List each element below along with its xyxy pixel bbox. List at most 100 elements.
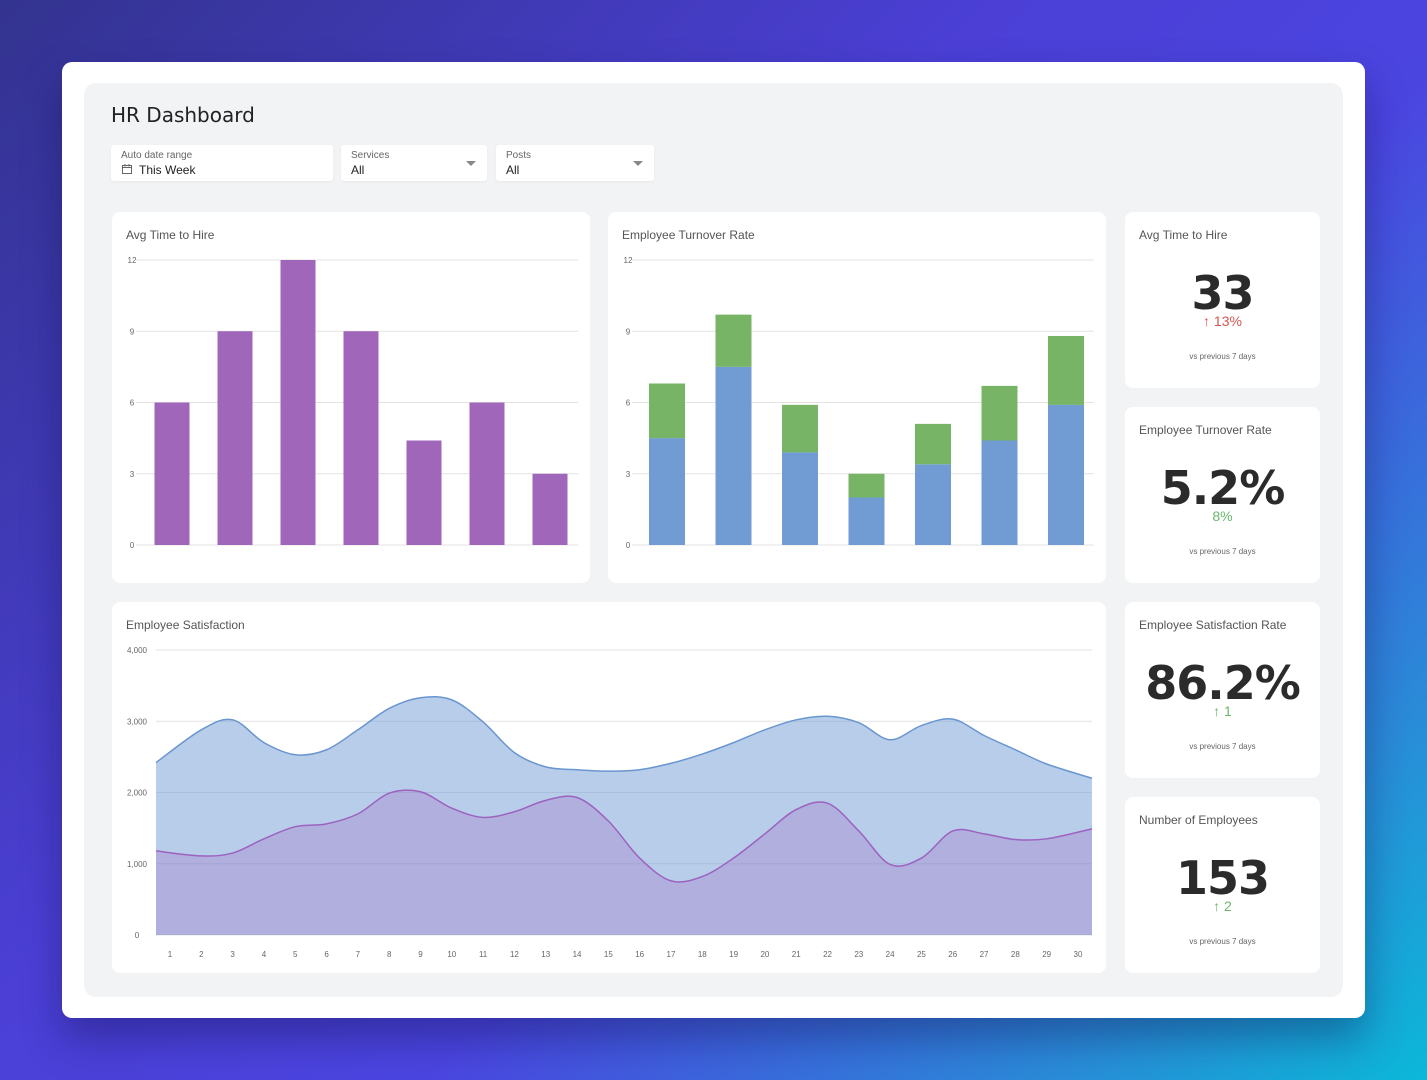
kpi-value: 5.2% [1160,461,1286,515]
date-range-value: This Week [139,163,196,177]
bar-segment-green [1048,336,1084,405]
x-tick-label: 23 [854,950,863,959]
y-tick-label: 3,000 [127,717,148,726]
x-tick-label: 27 [980,950,989,959]
bar [469,402,505,545]
bar [343,331,379,545]
x-tick-label: 5 [293,950,298,959]
avg-time-to-hire-card: Avg Time to Hire 0 3 6 9 12 [112,212,590,583]
area-fill-blue [156,696,1092,935]
y-tick-label: 6 [130,399,135,408]
x-tick-label: 14 [573,950,582,959]
x-tick-label: 19 [729,950,738,959]
x-tick-label: 29 [1042,950,1051,959]
bar-segment-blue [782,452,818,545]
page-title: HR Dashboard [111,103,255,127]
kpi-compare: vs previous 7 days [1189,937,1256,946]
x-tick-label: 2 [199,950,204,959]
bar [154,402,190,545]
y-tick-label: 9 [626,327,631,336]
posts-label: Posts [506,150,532,161]
kpi-title: Employee Satisfaction Rate [1139,618,1287,632]
kpi-compare: vs previous 7 days [1189,742,1256,751]
x-tick-label: 21 [792,950,801,959]
y-tick-label: 1,000 [127,860,148,869]
y-tick-label: 3 [130,470,135,479]
card-title: Employee Satisfaction [126,618,245,632]
x-tick-label: 8 [387,950,392,959]
y-tick-label: 0 [130,541,135,550]
bar-segment-blue [848,497,885,545]
chevron-down-icon [466,161,476,166]
date-range-label: Auto date range [121,150,193,161]
employee-turnover-card: Employee Turnover Rate 0 3 6 9 12 [608,212,1106,583]
services-label: Services [351,150,390,161]
bar-segment-blue [981,440,1018,545]
y-tick-label: 0 [626,541,631,550]
kpi-value: 86.2% [1145,656,1301,710]
posts-value: All [506,163,520,177]
kpi-value: 33 [1191,266,1254,320]
y-tick-label: 12 [624,256,633,265]
services-value: All [351,163,365,177]
kpi-delta: 8% [1212,508,1233,524]
x-tick-label: 13 [541,950,550,959]
bar-segment-green [782,404,818,453]
x-tick-label: 22 [823,950,832,959]
posts-filter[interactable]: Posts All [496,145,654,181]
x-tick-label: 12 [510,950,519,959]
y-tick-label: 9 [130,327,135,336]
y-tick-label: 0 [135,931,140,940]
y-tick-label: 12 [128,256,137,265]
kpi-compare: vs previous 7 days [1189,352,1256,361]
card-title: Employee Turnover Rate [622,228,755,242]
employee-turnover-chart: 0 3 6 9 12 [624,256,1094,550]
x-tick-label: 25 [917,950,926,959]
kpi-title: Number of Employees [1139,813,1258,827]
bar-segment-green [649,383,685,439]
kpi-value: 153 [1175,851,1270,905]
kpi-title: Employee Turnover Rate [1139,423,1272,437]
bar-segment-green [848,473,885,498]
bar-segment-blue [1048,404,1084,545]
kpi-delta: ↑ 2 [1213,898,1232,914]
x-tick-label: 3 [230,950,235,959]
x-tick-label: 17 [667,950,676,959]
bar [280,260,316,545]
x-tick-label: 6 [324,950,329,959]
x-tick-label: 4 [262,950,267,959]
kpi-compare: vs previous 7 days [1189,547,1256,556]
x-tick-label: 9 [418,950,423,959]
kpi-delta: ↑ 13% [1203,313,1242,329]
bar-segment-green [915,423,951,465]
employee-satisfaction-card: Employee Satisfaction 0 1,000 2,000 3,000 4,… [112,602,1106,973]
chevron-down-icon [633,161,643,166]
card-title: Avg Time to Hire [126,228,215,242]
x-tick-label: 7 [356,950,361,959]
kpi-avg-time-to-hire: Avg Time to Hire 33 ↑ 13% vs previous 7 … [1125,212,1320,388]
x-tick-label: 15 [604,950,613,959]
kpi-employee-turnover-rate: Employee Turnover Rate 5.2% 8% vs previo… [1125,407,1320,583]
services-filter[interactable]: Services All [341,145,487,181]
x-tick-label: 11 [479,950,488,959]
x-tick-label: 18 [698,950,707,959]
kpi-number-of-employees: Number of Employees 153 ↑ 2 vs previous … [1125,797,1320,973]
bar [532,473,568,545]
date-range-filter[interactable]: Auto date range This Week [111,145,333,181]
y-tick-label: 4,000 [127,646,148,655]
x-tick-label: 10 [447,950,456,959]
bar-segment-green [715,314,752,367]
kpi-employee-satisfaction-rate: Employee Satisfaction Rate 86.2% ↑ 1 vs … [1125,602,1320,778]
kpi-delta: ↑ 1 [1213,703,1232,719]
y-tick-label: 2,000 [127,789,148,798]
dashboard-panel: HR Dashboard Auto date range This Week S… [84,83,1343,997]
bar-segment-blue [915,464,951,545]
calendar-icon [122,164,132,174]
x-tick-label: 30 [1074,950,1083,959]
x-tick-label: 1 [168,950,173,959]
area-fill-purple [156,790,1092,935]
x-tick-label: 20 [760,950,769,959]
y-tick-label: 3 [626,470,631,479]
bar-segment-green [981,385,1018,441]
